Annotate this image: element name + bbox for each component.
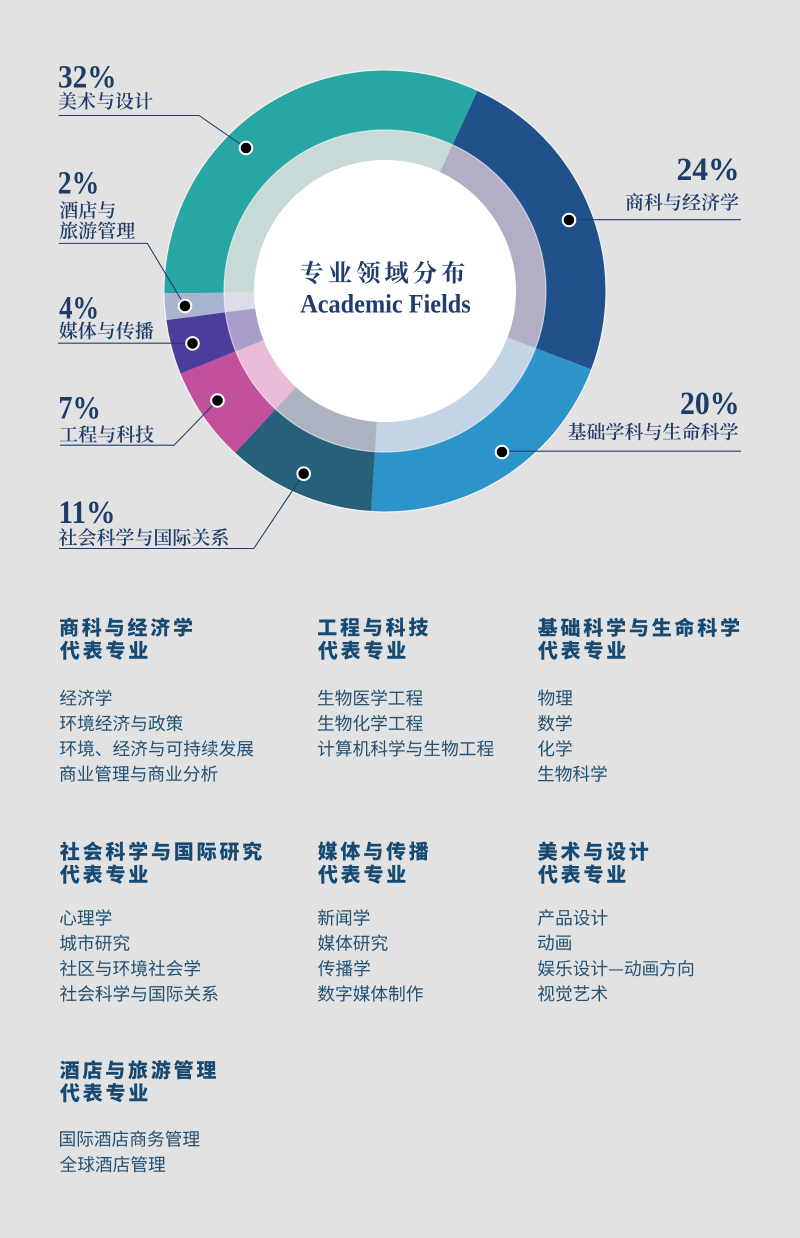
svg-text:7%: 7% [58,390,101,426]
svg-text:4%: 4% [59,290,99,326]
svg-text:32%: 32% [58,59,117,95]
svg-text:2%: 2% [58,165,100,201]
svg-text:11%: 11% [58,495,115,531]
svg-text:Academic Fields: Academic Fields [300,290,471,319]
svg-text:24%: 24% [677,152,740,188]
svg-text:20%: 20% [680,386,740,422]
